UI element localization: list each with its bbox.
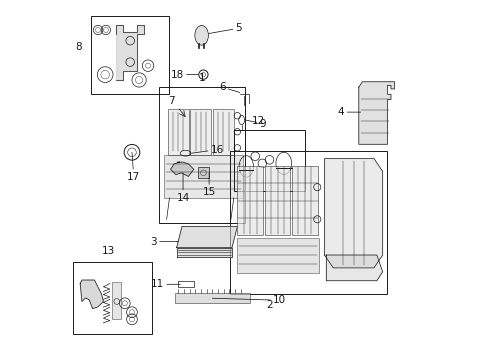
Bar	[190, 109, 211, 155]
Text: 3: 3	[150, 237, 178, 247]
Polygon shape	[116, 24, 144, 80]
Text: 4: 4	[337, 107, 360, 117]
Text: 6: 6	[219, 82, 240, 93]
Polygon shape	[358, 82, 394, 144]
Bar	[73, 262, 151, 334]
Polygon shape	[325, 255, 382, 281]
Bar	[159, 87, 244, 223]
Polygon shape	[324, 158, 382, 268]
Polygon shape	[176, 248, 231, 257]
Polygon shape	[170, 162, 193, 176]
Bar	[230, 152, 386, 294]
Bar	[237, 166, 263, 235]
Bar	[291, 166, 317, 235]
Bar	[237, 238, 319, 273]
Text: 8: 8	[75, 42, 81, 52]
Text: 15: 15	[202, 173, 215, 197]
Bar	[175, 293, 249, 303]
Bar	[264, 166, 290, 235]
Ellipse shape	[194, 26, 208, 45]
Bar	[178, 282, 194, 287]
Text: 9: 9	[244, 118, 265, 129]
Bar	[91, 16, 169, 94]
Text: 18: 18	[170, 69, 198, 80]
Bar	[164, 155, 242, 198]
Text: 17: 17	[127, 152, 140, 182]
Polygon shape	[80, 280, 103, 309]
Bar	[112, 282, 121, 319]
Text: 7: 7	[167, 96, 174, 107]
Polygon shape	[176, 226, 237, 248]
Bar	[212, 109, 233, 155]
Bar	[167, 109, 188, 155]
Bar	[233, 130, 305, 191]
Text: 2: 2	[265, 300, 272, 310]
Text: 10: 10	[212, 295, 285, 305]
Text: 1: 1	[198, 73, 204, 83]
Text: 5: 5	[208, 23, 242, 33]
Text: 11: 11	[151, 279, 180, 289]
Text: 13: 13	[102, 247, 115, 256]
Text: 16: 16	[191, 145, 224, 155]
Text: 12: 12	[252, 116, 265, 126]
Text: 14: 14	[176, 173, 189, 203]
